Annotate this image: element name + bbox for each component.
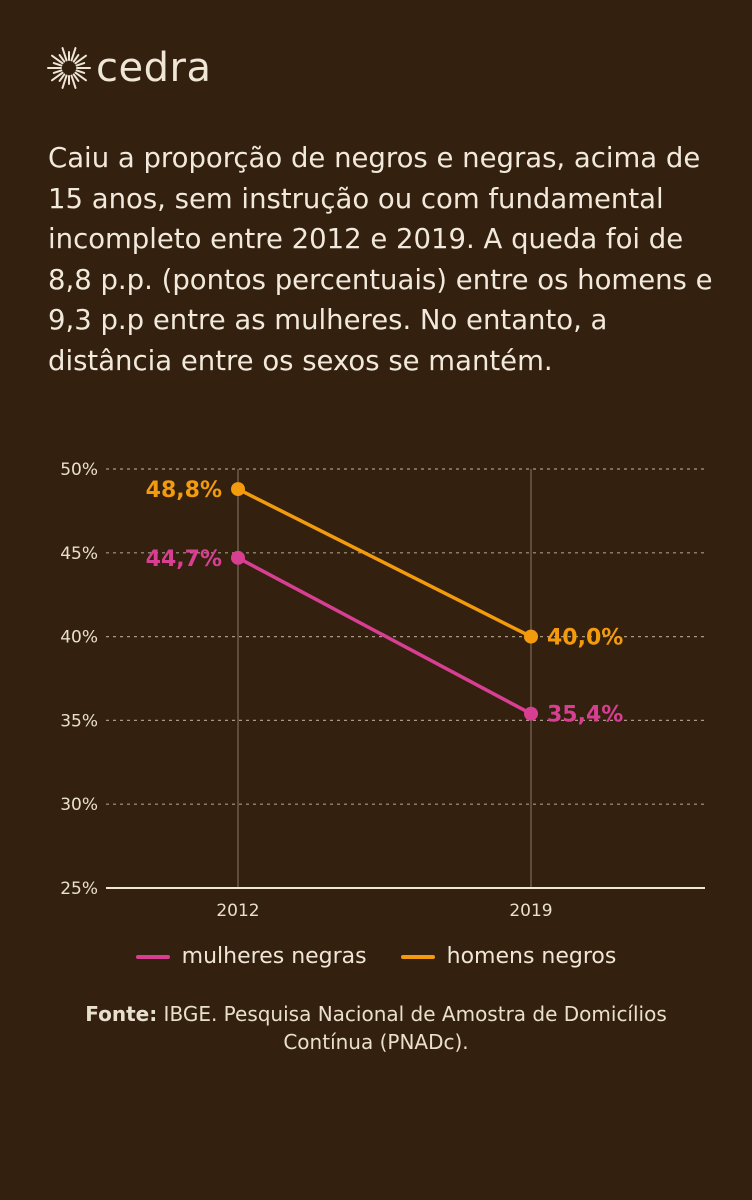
data-label-homens: 40,0%: [547, 626, 623, 651]
brand-name: cedra: [96, 45, 212, 91]
source-note: Fonte: IBGE. Pesquisa Nacional de Amostr…: [60, 1000, 692, 1056]
source-text: IBGE. Pesquisa Nacional de Amostra de Do…: [163, 1002, 667, 1054]
headline: Caiu a proporção de negros e negras, aci…: [48, 142, 713, 377]
source-label: Fonte:: [85, 1002, 158, 1026]
data-label-mulheres: 44,7%: [146, 547, 222, 572]
y-tick-label: 40%: [60, 628, 98, 648]
sun-icon: [47, 47, 91, 89]
legend-label-homens: homens negros: [446, 944, 617, 969]
y-tick-label: 35%: [60, 711, 98, 731]
series-line-mulheres: [237, 556, 532, 716]
line-chart: 50% 45% 40% 35% 30% 25% 2012 2019 44,7% 35,4% 48,8…: [60, 460, 705, 920]
series-line-homens: [237, 487, 532, 639]
legend-swatch-homens: [400, 954, 435, 959]
chart-legend: mulheres negras homens negros: [0, 944, 752, 969]
data-point-homens: [231, 482, 245, 497]
legend-item-homens: homens negros: [400, 944, 617, 969]
legend-swatch-mulheres: [135, 954, 170, 959]
x-tick-label: 2019: [509, 901, 552, 920]
y-tick-label: 30%: [60, 795, 98, 815]
data-point-homens: [524, 629, 538, 644]
legend-item-mulheres: mulheres negras: [135, 944, 367, 969]
y-tick-label: 45%: [60, 544, 98, 564]
data-point-mulheres: [231, 550, 245, 565]
y-tick-label: 50%: [60, 460, 98, 480]
data-label-homens: 48,8%: [146, 478, 222, 503]
y-tick-label: 25%: [60, 879, 98, 899]
data-label-mulheres: 35,4%: [547, 703, 623, 728]
x-tick-label: 2012: [216, 901, 259, 920]
brand-logo: cedra: [46, 42, 211, 94]
data-point-mulheres: [524, 706, 538, 721]
legend-label-mulheres: mulheres negras: [181, 944, 367, 969]
